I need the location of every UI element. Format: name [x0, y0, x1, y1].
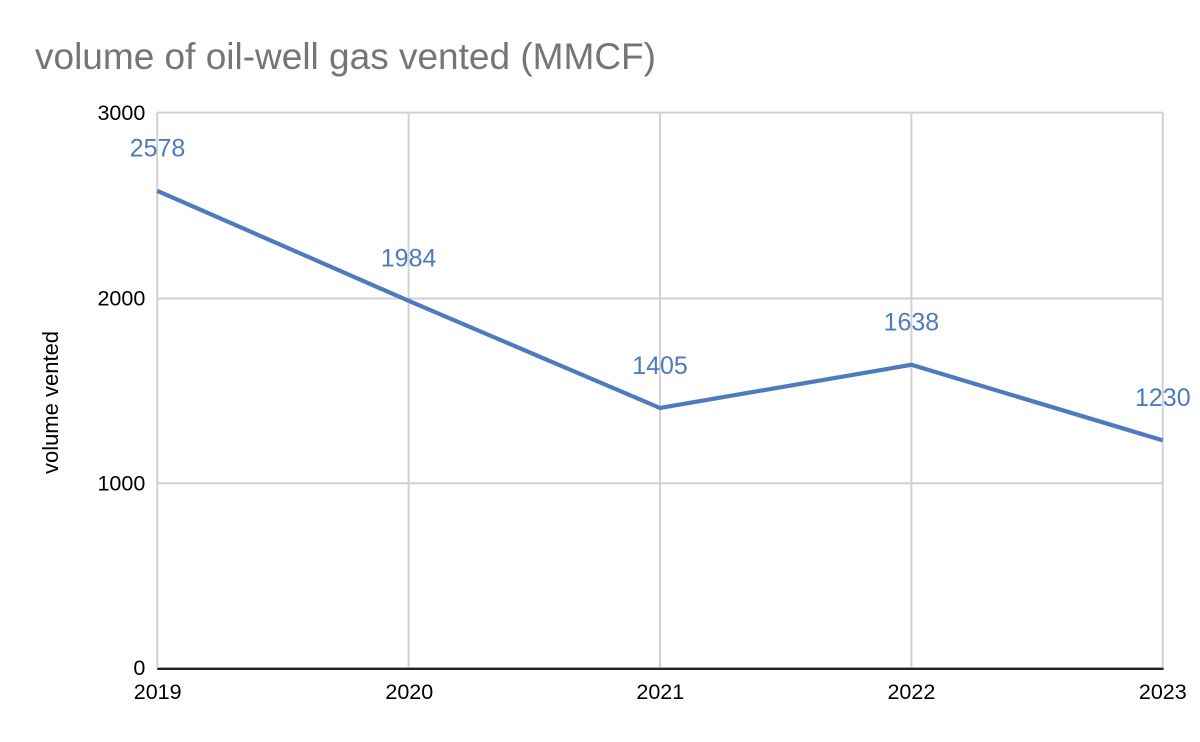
svg-text:volume vented: volume vented: [38, 331, 63, 474]
svg-text:1984: 1984: [381, 245, 437, 273]
svg-text:2023: 2023: [1139, 680, 1187, 704]
svg-text:2019: 2019: [134, 680, 182, 704]
svg-text:1405: 1405: [632, 352, 688, 380]
svg-text:3000: 3000: [97, 101, 145, 125]
svg-text:2021: 2021: [636, 680, 684, 704]
svg-text:2000: 2000: [97, 287, 145, 311]
svg-text:volume of oil-well gas vented: volume of oil-well gas vented (MMCF): [35, 36, 656, 77]
svg-text:1638: 1638: [884, 309, 940, 337]
svg-text:0: 0: [133, 656, 145, 680]
svg-text:2020: 2020: [385, 680, 433, 704]
svg-text:1230: 1230: [1135, 384, 1191, 412]
svg-text:1000: 1000: [97, 472, 145, 496]
svg-text:2578: 2578: [130, 135, 186, 163]
svg-text:2022: 2022: [887, 680, 935, 704]
